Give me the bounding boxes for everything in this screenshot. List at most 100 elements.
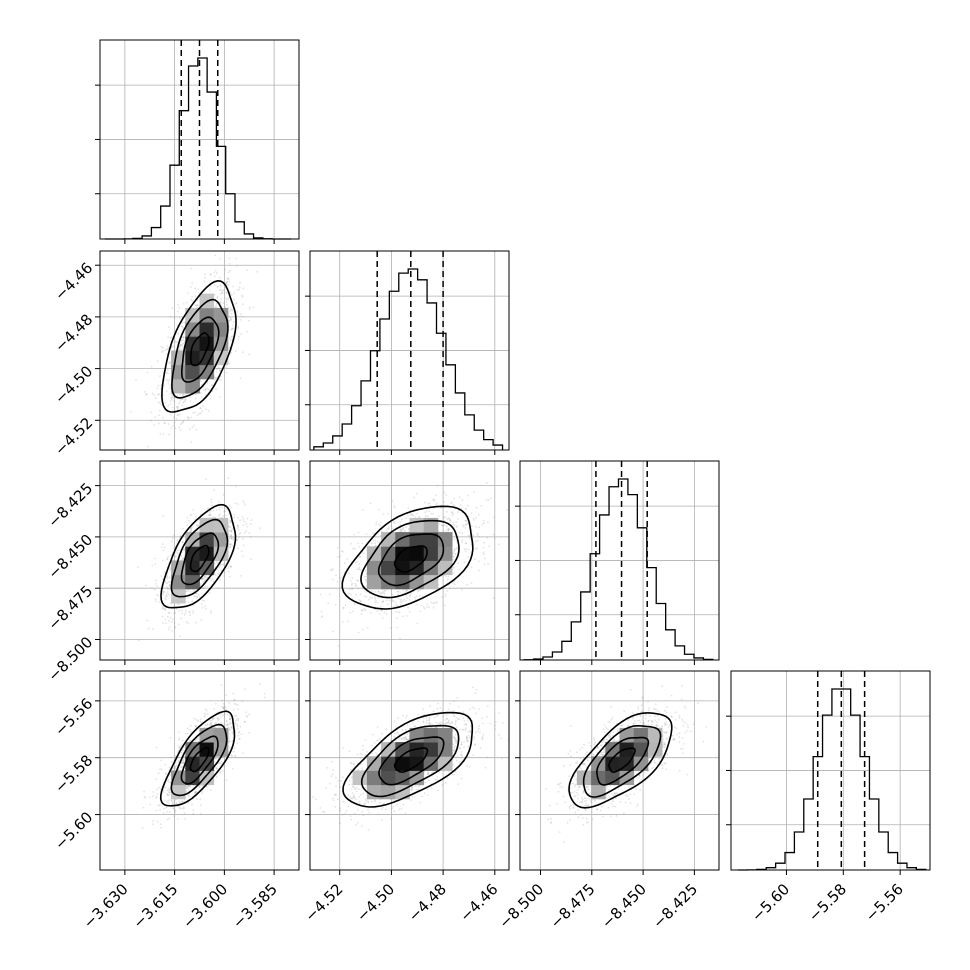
sample-point: [243, 688, 246, 690]
sample-point: [160, 826, 163, 829]
sample-point: [229, 545, 232, 548]
sample-point: [488, 499, 490, 501]
sample-point: [461, 541, 463, 544]
sample-point: [182, 421, 184, 424]
sample-point: [172, 396, 175, 399]
sample-point: [161, 350, 164, 352]
sample-point: [189, 528, 192, 531]
sample-point: [237, 325, 240, 328]
sample-point: [181, 398, 183, 401]
sample-point: [212, 580, 215, 583]
sample-point: [166, 557, 169, 560]
sample-point: [190, 267, 193, 270]
sample-point: [208, 507, 210, 510]
sample-point: [474, 548, 477, 550]
sample-point: [177, 749, 180, 752]
sample-point: [229, 729, 232, 732]
sample-point: [178, 426, 181, 429]
sample-point: [182, 527, 185, 530]
sample-point: [462, 525, 465, 528]
density-cell: [366, 574, 382, 590]
sample-point: [263, 692, 266, 695]
sample-point: [173, 400, 176, 403]
sample-point: [418, 515, 421, 518]
sample-point: [366, 626, 369, 629]
sample-point: [399, 524, 401, 526]
sample-point: [246, 269, 249, 271]
sample-point: [181, 325, 183, 328]
sample-point: [159, 375, 161, 378]
density-cell: [185, 560, 200, 576]
sample-point: [407, 514, 409, 517]
sample-point: [183, 332, 186, 335]
sample-point: [199, 407, 202, 410]
sample-point: [371, 597, 374, 600]
sample-point: [191, 282, 194, 285]
sample-point: [497, 543, 500, 546]
sample-point: [198, 595, 201, 598]
sample-point: [329, 569, 332, 571]
sample-point: [390, 525, 392, 527]
sample-point: [229, 521, 232, 524]
contour-line: [360, 519, 460, 599]
sample-point: [385, 599, 388, 602]
sample-point: [194, 304, 197, 307]
sample-point: [408, 598, 411, 601]
sample-point: [454, 548, 456, 551]
sample-point: [195, 304, 198, 307]
sample-point: [219, 513, 221, 516]
sample-point: [183, 548, 185, 551]
sample-point: [220, 379, 222, 381]
density-cell: [213, 307, 229, 323]
sample-point: [171, 307, 174, 310]
sample-point: [167, 787, 170, 790]
sample-point: [188, 789, 191, 791]
sample-point: [187, 785, 190, 788]
sample-point: [334, 603, 337, 606]
sample-point: [353, 533, 356, 536]
sample-point: [168, 581, 171, 583]
sample-point: [145, 393, 148, 396]
sample-point: [169, 602, 172, 605]
sample-point: [157, 384, 160, 387]
density-cell: [381, 574, 396, 590]
sample-point: [219, 257, 222, 260]
sample-point: [192, 612, 194, 615]
sample-point: [448, 518, 451, 520]
sample-point: [425, 509, 428, 512]
sample-point: [225, 283, 228, 286]
sample-point: [328, 593, 331, 596]
sample-point: [398, 611, 401, 614]
sample-point: [341, 550, 344, 553]
sample-point: [350, 584, 353, 586]
sample-point: [476, 534, 479, 536]
sample-point: [487, 521, 489, 524]
sample-point: [387, 527, 390, 530]
sample-point: [400, 601, 403, 604]
sample-point: [167, 593, 170, 596]
sample-point: [158, 409, 161, 412]
sample-point: [158, 401, 160, 404]
sample-point: [174, 626, 177, 628]
sample-point: [177, 310, 179, 313]
sample-point: [443, 516, 446, 518]
sample-point: [380, 594, 383, 597]
sample-point: [199, 720, 202, 723]
sample-point: [199, 784, 202, 787]
sample-point: [205, 408, 208, 411]
sample-point: [230, 319, 232, 321]
sample-point: [461, 499, 464, 501]
sample-point: [209, 513, 211, 516]
sample-point: [351, 587, 354, 590]
sample-point: [210, 579, 213, 581]
sample-point: [461, 539, 464, 541]
sample-point: [381, 609, 383, 612]
sample-point: [474, 558, 476, 560]
sample-point: [225, 366, 228, 368]
sample-point: [182, 338, 185, 341]
sample-point: [227, 284, 230, 287]
sample-point: [451, 511, 454, 513]
sample-point: [355, 584, 358, 587]
sample-point: [169, 316, 172, 318]
sample-point: [242, 544, 245, 547]
